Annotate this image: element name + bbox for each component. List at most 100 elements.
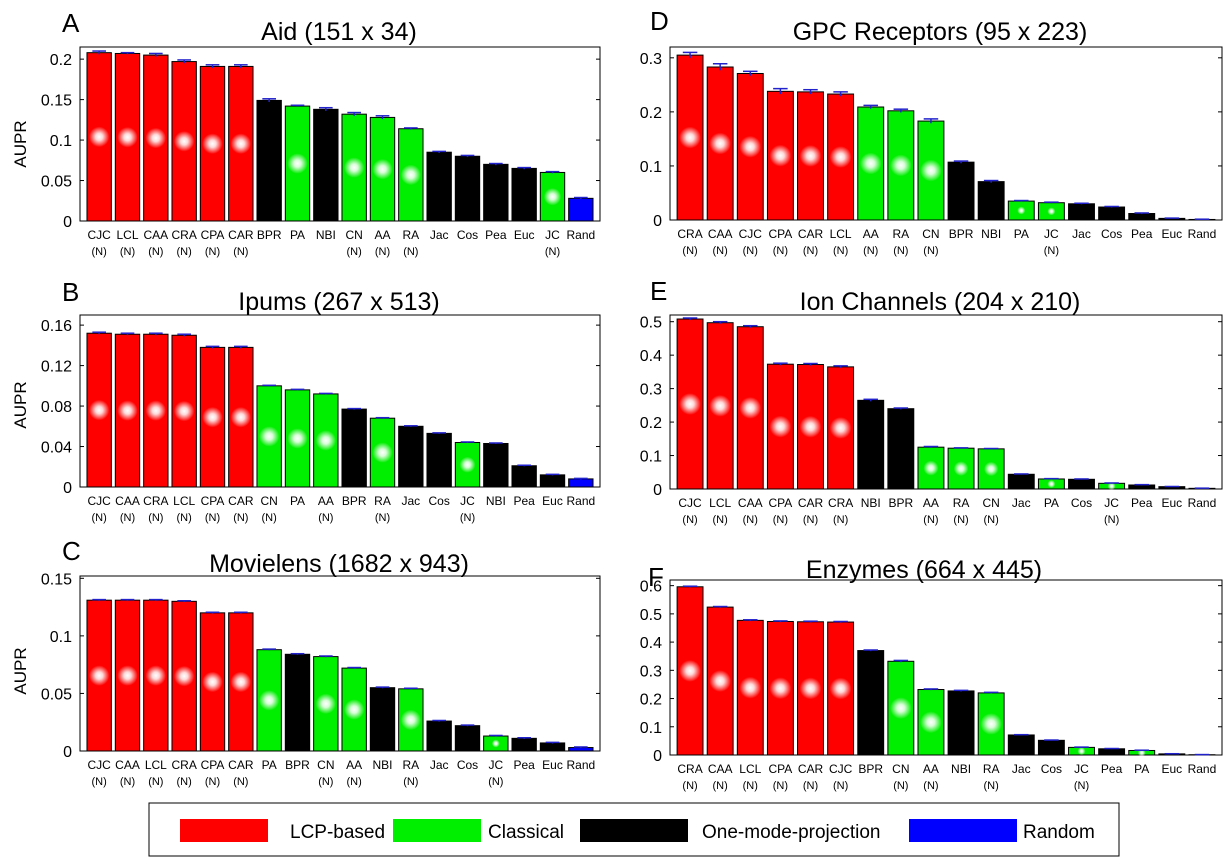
bar-highlight — [679, 393, 701, 415]
x-tick-sublabel: (N) — [262, 512, 277, 524]
bar-highlight — [769, 144, 792, 167]
bar-highlight — [679, 126, 701, 149]
bar-highlight — [372, 158, 393, 180]
x-tick-label: PA — [1044, 496, 1059, 510]
bar-highlight — [889, 697, 912, 720]
y-tick-label: 0.1 — [50, 133, 72, 150]
bar — [426, 432, 452, 488]
x-tick-sublabel: (N) — [545, 246, 560, 258]
bar-highlight — [230, 406, 252, 428]
x-tick-sublabel: (N) — [743, 514, 758, 526]
x-tick-sublabel: (N) — [863, 245, 878, 257]
y-tick-label: 0 — [653, 748, 662, 765]
x-tick-sublabel: (N) — [375, 512, 390, 524]
panel-letter-d: D — [650, 6, 669, 36]
bar — [1068, 203, 1095, 221]
x-tick-label: CN — [982, 496, 999, 510]
x-tick-sublabel: (N) — [177, 512, 192, 524]
x-tick-label: Pea — [513, 494, 535, 508]
x-tick-label: NBI — [861, 496, 881, 510]
x-tick-sublabel: (N) — [148, 512, 163, 524]
bar-highlight — [1047, 207, 1056, 216]
x-tick-sublabel: (N) — [923, 780, 938, 792]
panel-letter-a: A — [62, 8, 80, 38]
y-tick-label: 0.5 — [640, 315, 662, 332]
x-tick-sublabel: (N) — [803, 245, 818, 257]
plot-area-e: 0 0.1 0.2 0.3 0.4 0.5 CJC (N) LCL (N) CAA (N) CPA (N)… — [640, 314, 1223, 526]
x-tick-label: CAR — [798, 227, 824, 241]
bar-highlight — [709, 670, 732, 692]
y-tick-label: 0.1 — [640, 720, 662, 737]
x-tick-label: Cos — [1101, 227, 1122, 241]
x-tick-label: Pea — [513, 758, 535, 772]
legend-label-omp: One-mode-projection — [702, 822, 880, 843]
bar-highlight — [202, 133, 223, 154]
x-tick-label: LCL — [145, 758, 167, 772]
bar-highlight — [1107, 482, 1116, 491]
bar — [1007, 473, 1035, 490]
bar — [1128, 213, 1156, 221]
x-tick-label: Pea — [1131, 227, 1153, 241]
y-tick-label: 0.4 — [640, 635, 662, 652]
y-axis-label: AUPR — [11, 647, 30, 694]
y-tick-label: 0.6 — [640, 579, 662, 596]
bar-highlight — [543, 187, 562, 206]
y-tick-label: 0.2 — [640, 692, 662, 709]
bar — [568, 197, 594, 222]
x-tick-label: Jac — [1012, 762, 1031, 776]
x-tick-label: AA — [923, 496, 939, 510]
bar-highlight — [739, 396, 762, 419]
bar — [369, 687, 396, 752]
plot-frame — [79, 314, 601, 488]
y-tick-label: 0 — [653, 482, 662, 499]
x-tick-sublabel: (N) — [743, 780, 758, 792]
x-tick-label: CJC — [87, 228, 111, 242]
x-tick-sublabel: (N) — [1074, 780, 1089, 792]
y-tick-label: 0.08 — [41, 399, 72, 416]
bar — [454, 725, 481, 752]
bar-highlight — [145, 127, 167, 149]
x-tick-label: JC — [1104, 496, 1119, 510]
x-tick-label: CAR — [228, 228, 254, 242]
x-tick-label: Rand — [1188, 762, 1217, 776]
x-tick-sublabel: (N) — [347, 776, 362, 788]
x-tick-label: Euc — [514, 228, 535, 242]
x-tick-label: CRA — [677, 227, 702, 241]
x-tick-label: NBI — [316, 228, 336, 242]
legend: LCP-based Classical One-mode-projection … — [148, 802, 1120, 857]
y-tick-label: 0.15 — [41, 571, 72, 588]
x-tick-sublabel: (N) — [120, 246, 135, 258]
chart-title: Ion Channels (204 x 210) — [800, 288, 1081, 316]
x-tick-sublabel: (N) — [177, 776, 192, 788]
legend-swatch-classical — [393, 819, 481, 842]
x-tick-label: JC — [545, 228, 560, 242]
bar — [568, 478, 594, 488]
x-tick-label: BPR — [285, 758, 310, 772]
bar-highlight — [799, 677, 822, 700]
x-tick-sublabel: (N) — [375, 246, 390, 258]
x-tick-label: AA — [318, 494, 334, 508]
bar-highlight — [923, 460, 939, 476]
plot-area-b: 0 0.04 0.08 0.12 0.16 CJC (N) CAA (N) CRA (N) LCL (N… — [41, 314, 601, 524]
bar-highlight — [889, 154, 912, 177]
bar-highlight — [799, 145, 822, 167]
bar — [539, 742, 566, 752]
x-tick-label: RA — [374, 494, 391, 508]
x-tick-label: AA — [346, 758, 362, 772]
bar — [887, 408, 915, 490]
x-tick-sublabel: (N) — [773, 245, 788, 257]
x-tick-sublabel: (N) — [92, 246, 107, 258]
x-tick-label: CAA — [115, 758, 140, 772]
x-tick-sublabel: (N) — [148, 776, 163, 788]
y-tick-label: 0.3 — [640, 51, 662, 68]
bar-highlight — [173, 665, 195, 687]
x-tick-label: JC — [1044, 227, 1059, 241]
bar — [511, 167, 537, 222]
bar-highlight — [400, 709, 422, 731]
y-tick-label: 0.05 — [41, 686, 72, 703]
x-tick-label: Jac — [1012, 496, 1031, 510]
bar-highlight — [829, 146, 852, 168]
legend-swatch-omp — [580, 819, 688, 842]
bar — [426, 151, 452, 222]
